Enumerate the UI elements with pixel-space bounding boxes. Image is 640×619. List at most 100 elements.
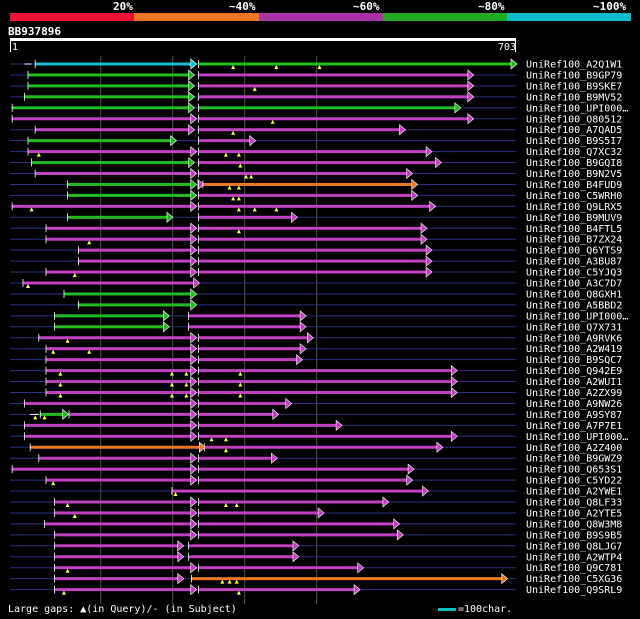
hit-row[interactable]: UniRef100_B9MV52 <box>10 91 622 104</box>
hit-label[interactable]: UniRef100_A2WTP4 <box>526 552 622 563</box>
hit-row[interactable]: UniRef100_B9GWZ9 <box>10 452 622 465</box>
hit-row[interactable]: UniRef100_Q8LJG7 <box>10 540 622 553</box>
hit-row[interactable]: UniRef100_A9NW26 <box>10 397 622 410</box>
hit-label[interactable]: UniRef100_B9S5I7 <box>526 136 622 147</box>
hit-label[interactable]: UniRef100_Q8GXH1 <box>526 289 622 300</box>
hit-row[interactable]: UniRef100_Q9SRL9 <box>10 583 622 597</box>
hit-row[interactable]: UniRef100_Q7XC32 <box>10 145 622 159</box>
hit-label[interactable]: UniRef100_A2WUI1 <box>526 377 622 388</box>
hit-row[interactable]: UniRef100_Q653S1 <box>10 463 622 476</box>
hit-row[interactable]: UniRef100_B9SKE7 <box>10 80 622 93</box>
hit-label[interactable]: UniRef100_A7QAD5 <box>526 125 622 136</box>
hit-row[interactable]: UniRef100_B9S9B5 <box>10 529 622 542</box>
hit-row[interactable]: UniRef100_Q6YTS9 <box>10 244 622 257</box>
hit-label[interactable]: UniRef100_C5YJQ3 <box>526 268 622 279</box>
hit-label[interactable]: UniRef100_Q9LRX5 <box>526 202 622 213</box>
hit-row[interactable]: UniRef100_B9SQC7 <box>10 354 622 367</box>
hit-label[interactable]: UniRef100_Q8W3M8 <box>526 519 622 530</box>
hit-row[interactable]: UniRef100_B9GQI8 <box>10 156 622 170</box>
hit-label[interactable]: UniRef100_Q7XC32 <box>526 147 622 158</box>
hit-label[interactable]: UniRef100_A9RVK6 <box>526 333 622 344</box>
hit-row[interactable]: UniRef100_A2WTP4 <box>10 551 622 564</box>
hit-label[interactable]: UniRef100_UPI000… <box>526 311 628 322</box>
hit-row[interactable]: UniRef100_B9S5I7 <box>10 135 622 148</box>
hit-label[interactable]: UniRef100_Q8LF33 <box>526 498 622 509</box>
hit-row[interactable]: UniRef100_Q8LF33 <box>10 496 622 509</box>
hit-label[interactable]: UniRef100_UPI000… <box>526 103 628 114</box>
hit-label[interactable]: UniRef100_B9SQC7 <box>526 355 622 366</box>
hit-label[interactable]: UniRef100_A2ZX99 <box>526 388 622 399</box>
hit-label[interactable]: UniRef100_A5BBD2 <box>526 300 622 311</box>
hit-row[interactable]: UniRef100_C5YJQ3 <box>10 266 622 279</box>
hit-label[interactable]: UniRef100_B9MV52 <box>526 92 622 103</box>
hit-label[interactable]: UniRef100_A2YWE1 <box>526 487 622 498</box>
hit-row[interactable]: UniRef100_Q8GXH1 <box>10 288 622 301</box>
hit-label[interactable]: UniRef100_Q9SRL9 <box>526 585 622 596</box>
hit-label[interactable]: UniRef100_A7P7E1 <box>526 421 622 432</box>
hit-label[interactable]: UniRef100_A2Q1W1 <box>526 60 622 71</box>
hit-label[interactable]: UniRef100_Q653S1 <box>526 465 622 476</box>
hit-row[interactable]: UniRef100_C5YD22 <box>10 474 622 487</box>
hit-row[interactable]: UniRef100_B9MUV9 <box>10 211 622 224</box>
hit-label[interactable]: UniRef100_A9NW26 <box>526 399 622 410</box>
hit-row[interactable]: UniRef100_Q9C781 <box>10 562 622 575</box>
hit-row[interactable]: UniRef100_Q9LRX5 <box>10 200 622 213</box>
hit-label[interactable]: UniRef100_UPI000… <box>526 432 628 443</box>
hit-label[interactable]: UniRef100_B9GP79 <box>526 70 622 81</box>
hit-label[interactable]: UniRef100_B4FTL5 <box>526 224 622 235</box>
hit-row[interactable]: UniRef100_O80512 <box>10 113 622 126</box>
hit-label[interactable]: UniRef100_Q8LJG7 <box>526 541 622 552</box>
hit-label[interactable]: UniRef100_B9MUV9 <box>526 213 622 224</box>
hit-label[interactable]: UniRef100_A2W419 <box>526 344 622 355</box>
hit-row[interactable]: UniRef100_Q8W3M8 <box>10 518 622 531</box>
hit-row[interactable]: UniRef100_A2WUI1 <box>10 375 622 389</box>
hit-label[interactable]: UniRef100_Q9C781 <box>526 563 622 574</box>
hsp-bar <box>198 128 401 132</box>
hit-row[interactable]: UniRef100_A2W419 <box>10 343 622 356</box>
hit-label[interactable]: UniRef100_O80512 <box>526 114 622 125</box>
hit-row[interactable]: UniRef100_A3C7D7 <box>10 277 622 290</box>
hit-label[interactable]: UniRef100_B4FUD9 <box>526 180 622 191</box>
hit-row[interactable]: UniRef100_C5WRH0 <box>10 189 622 202</box>
hit-row[interactable]: UniRef100_A9RVK6 <box>10 332 622 345</box>
hit-row[interactable]: UniRef100_A2Z400 <box>10 441 622 454</box>
hit-label[interactable]: UniRef100_A2YTE5 <box>526 508 622 519</box>
hit-label[interactable]: UniRef100_A3BU87 <box>526 257 622 268</box>
hit-row[interactable]: UniRef100_A7P7E1 <box>10 419 622 432</box>
hit-label[interactable]: UniRef100_B9N2V5 <box>526 169 622 180</box>
hit-label[interactable]: UniRef100_C5XG36 <box>526 574 622 585</box>
hit-label[interactable]: UniRef100_Q6YTS9 <box>526 246 622 257</box>
hit-label[interactable]: UniRef100_B9S9B5 <box>526 530 622 541</box>
hit-row[interactable]: UniRef100_Q7X731 <box>10 321 622 334</box>
hit-label[interactable]: UniRef100_A9SY87 <box>526 410 622 421</box>
hit-label[interactable]: UniRef100_B7ZX24 <box>526 235 622 246</box>
hit-row[interactable]: UniRef100_Q942E9 <box>10 364 622 378</box>
hit-row[interactable]: UniRef100_B4FUD9 <box>10 178 622 191</box>
hit-row[interactable]: UniRef100_A5BBD2 <box>10 299 622 312</box>
hit-row[interactable]: UniRef100_B9N2V5 <box>10 167 622 181</box>
hit-row[interactable]: UniRef100_UPI000… <box>10 310 628 323</box>
hit-row[interactable]: UniRef100_C5XG36 <box>10 573 622 586</box>
query-gap-marker <box>252 207 257 212</box>
hit-label[interactable]: UniRef100_A2Z400 <box>526 443 622 454</box>
hit-row[interactable]: UniRef100_A2YTE5 <box>10 507 622 520</box>
hit-label[interactable]: UniRef100_C5YD22 <box>526 476 622 487</box>
hit-label[interactable]: UniRef100_B9SKE7 <box>526 81 622 92</box>
hit-row[interactable]: UniRef100_B7ZX24 <box>10 233 622 246</box>
hit-row[interactable]: UniRef100_A2Q1W1 <box>10 58 622 71</box>
hit-row[interactable]: UniRef100_A9SY87 <box>10 408 622 421</box>
hit-row[interactable]: UniRef100_A2ZX99 <box>10 386 622 400</box>
hit-row[interactable]: UniRef100_UPI000… <box>10 102 628 115</box>
hit-label[interactable]: UniRef100_A3C7D7 <box>526 279 622 290</box>
hit-row[interactable]: UniRef100_A3BU87 <box>10 255 622 268</box>
hit-row[interactable]: UniRef100_A7QAD5 <box>10 124 622 137</box>
hit-label[interactable]: UniRef100_C5WRH0 <box>526 191 622 202</box>
hit-label[interactable]: UniRef100_B9GWZ9 <box>526 454 622 465</box>
hit-label[interactable]: UniRef100_Q942E9 <box>526 366 622 377</box>
hit-row[interactable]: UniRef100_B4FTL5 <box>10 222 622 235</box>
hit-label[interactable]: UniRef100_B9GQI8 <box>526 158 622 169</box>
hit-label[interactable]: UniRef100_Q7X731 <box>526 322 622 333</box>
hit-row[interactable]: UniRef100_UPI000… <box>10 430 628 443</box>
hit-row[interactable]: UniRef100_B9GP79 <box>10 69 622 82</box>
hit-row[interactable]: UniRef100_A2YWE1 <box>10 485 622 498</box>
